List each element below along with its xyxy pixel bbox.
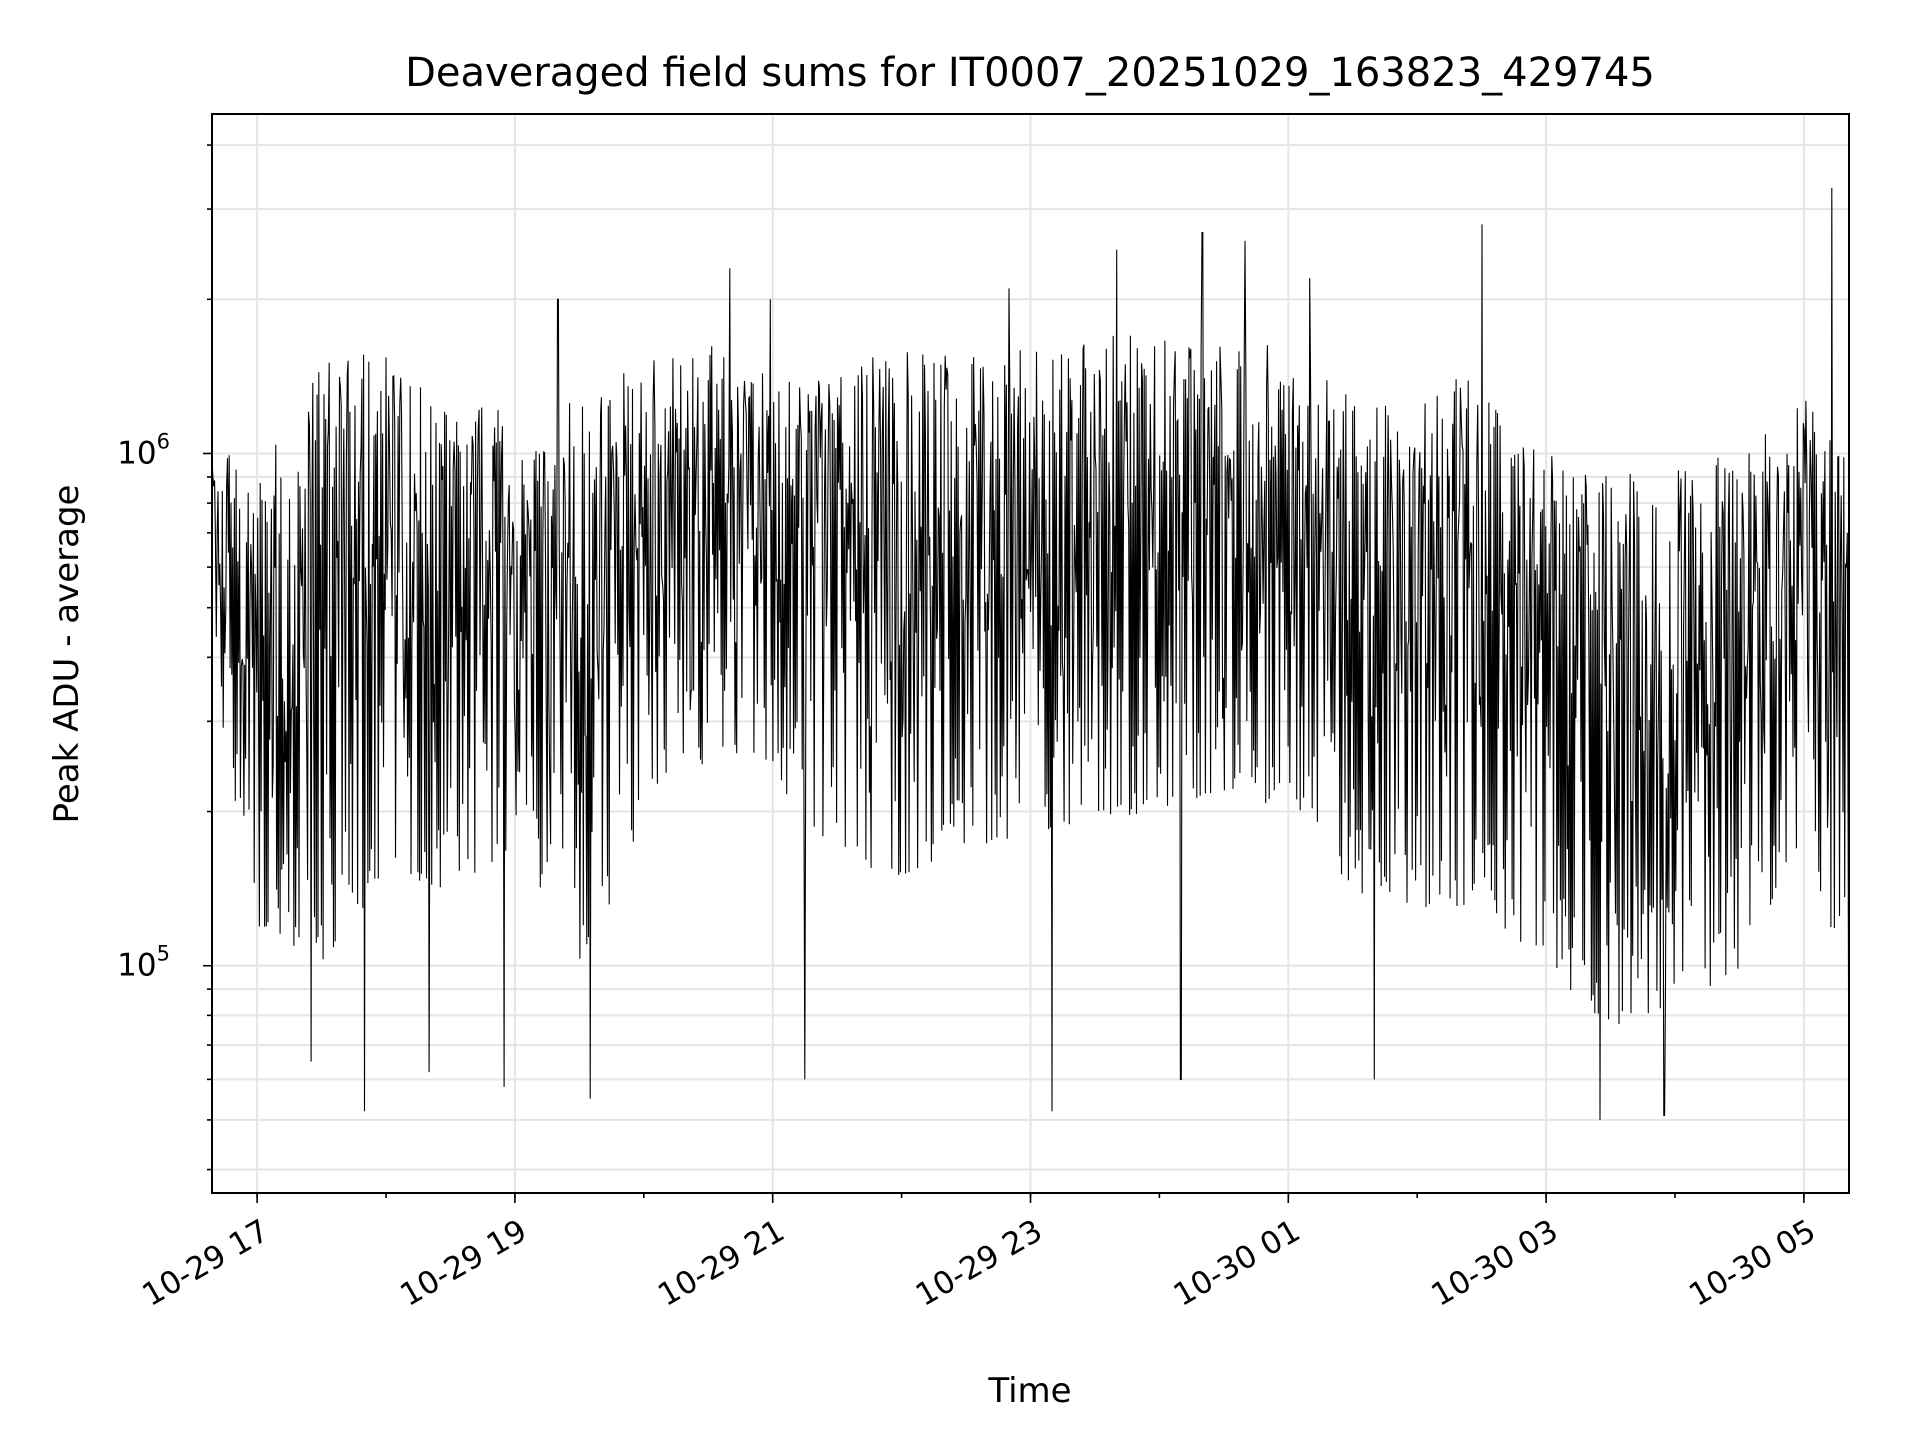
x-tick-label: 10-29 21 xyxy=(652,1213,791,1314)
y-tick-exponent: 6 xyxy=(157,429,170,453)
data-series xyxy=(211,187,1850,1170)
y-tick-base: 10 xyxy=(117,435,156,471)
x-axis-label: Time xyxy=(987,1371,1071,1411)
x-tick-label: 10-30 05 xyxy=(1683,1213,1822,1314)
x-tick-label: 10-29 19 xyxy=(394,1213,533,1314)
x-tick-label: 10-30 03 xyxy=(1425,1213,1564,1314)
chart-title: Deaveraged field sums for IT0007_2025102… xyxy=(405,50,1655,96)
y-tick-label: 106 xyxy=(117,429,170,471)
x-tick-label: 10-29 23 xyxy=(910,1213,1049,1314)
y-tick-base: 10 xyxy=(117,948,156,984)
series-line xyxy=(211,187,1850,1170)
x-tick-label: 10-30 01 xyxy=(1168,1213,1307,1314)
x-tick-label: 10-29 17 xyxy=(136,1213,275,1314)
y-tick-exponent: 5 xyxy=(157,942,170,966)
y-tick-label: 105 xyxy=(117,942,170,984)
y-axis-label: Peak ADU - average xyxy=(47,485,87,824)
